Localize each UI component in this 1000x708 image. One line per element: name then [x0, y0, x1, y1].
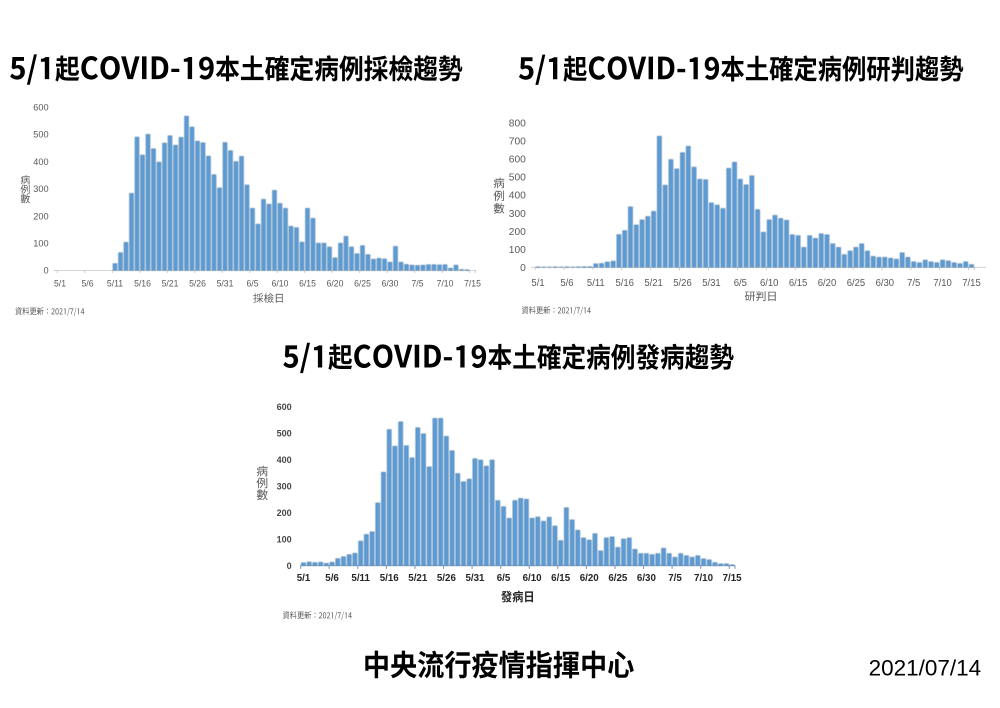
- svg-text:300: 300: [509, 209, 526, 220]
- svg-text:500: 500: [509, 173, 526, 184]
- svg-text:5/1: 5/1: [297, 573, 311, 584]
- svg-text:5/6: 5/6: [560, 278, 574, 289]
- svg-text:5/16: 5/16: [615, 278, 634, 289]
- svg-text:400: 400: [33, 157, 48, 167]
- svg-text:6/25: 6/25: [847, 278, 866, 289]
- svg-text:5/11: 5/11: [351, 573, 370, 584]
- svg-text:5/16: 5/16: [380, 573, 399, 584]
- svg-text:2021/07/14: 2021/07/14: [869, 656, 982, 681]
- svg-text:6/10: 6/10: [760, 278, 779, 289]
- svg-text:300: 300: [33, 184, 48, 194]
- svg-text:5/1: 5/1: [531, 278, 544, 289]
- svg-text:0: 0: [520, 263, 526, 274]
- svg-text:6/30: 6/30: [382, 278, 399, 288]
- svg-text:6/20: 6/20: [818, 278, 837, 289]
- svg-text:6/5: 6/5: [734, 278, 748, 289]
- svg-text:5/6: 5/6: [81, 278, 93, 288]
- svg-text:0: 0: [43, 266, 48, 276]
- svg-text:5/11: 5/11: [107, 278, 123, 288]
- svg-text:500: 500: [277, 428, 292, 438]
- svg-text:6/30: 6/30: [876, 278, 895, 289]
- svg-text:7/5: 7/5: [668, 573, 682, 584]
- svg-text:6/15: 6/15: [299, 278, 316, 288]
- svg-text:5/1: 5/1: [54, 278, 66, 288]
- svg-text:300: 300: [277, 481, 292, 491]
- svg-text:5/21: 5/21: [644, 278, 662, 289]
- svg-text:5/11: 5/11: [587, 278, 605, 289]
- svg-text:6/25: 6/25: [354, 278, 371, 288]
- svg-text:7/5: 7/5: [907, 278, 921, 289]
- svg-text:6/10: 6/10: [523, 573, 542, 584]
- svg-text:5/21: 5/21: [162, 278, 179, 288]
- svg-text:5/26: 5/26: [437, 573, 456, 584]
- svg-text:7/10: 7/10: [694, 573, 713, 584]
- svg-text:200: 200: [33, 211, 48, 221]
- svg-text:100: 100: [33, 239, 48, 249]
- svg-text:400: 400: [509, 191, 526, 202]
- svg-text:7/15: 7/15: [723, 573, 742, 584]
- svg-text:6/20: 6/20: [580, 573, 599, 584]
- svg-text:200: 200: [509, 227, 526, 238]
- svg-text:0: 0: [287, 561, 292, 571]
- svg-text:200: 200: [277, 508, 292, 518]
- svg-text:600: 600: [277, 402, 292, 412]
- svg-text:7/15: 7/15: [464, 278, 481, 288]
- svg-text:7/5: 7/5: [411, 278, 423, 288]
- svg-text:5/31: 5/31: [702, 278, 720, 289]
- svg-text:700: 700: [509, 136, 526, 147]
- svg-text:5/6: 5/6: [325, 573, 339, 584]
- svg-text:5/31: 5/31: [217, 278, 234, 288]
- svg-text:5/26: 5/26: [189, 278, 206, 288]
- svg-text:400: 400: [277, 455, 292, 465]
- svg-text:7/15: 7/15: [962, 278, 981, 289]
- svg-text:500: 500: [33, 130, 48, 140]
- svg-text:800: 800: [509, 118, 526, 129]
- svg-text:6/5: 6/5: [497, 573, 511, 584]
- svg-text:7/10: 7/10: [437, 278, 454, 288]
- svg-text:6/20: 6/20: [327, 278, 344, 288]
- svg-text:600: 600: [509, 155, 526, 166]
- svg-text:6/15: 6/15: [789, 278, 808, 289]
- svg-text:100: 100: [277, 534, 292, 544]
- svg-text:5/21: 5/21: [408, 573, 427, 584]
- svg-text:6/5: 6/5: [246, 278, 258, 288]
- svg-text:5/31: 5/31: [465, 573, 484, 584]
- svg-text:5/16: 5/16: [134, 278, 151, 288]
- svg-text:6/25: 6/25: [608, 573, 627, 584]
- svg-text:6/15: 6/15: [551, 573, 570, 584]
- svg-text:6/30: 6/30: [637, 573, 656, 584]
- svg-text:5/26: 5/26: [673, 278, 692, 289]
- svg-text:7/10: 7/10: [933, 278, 952, 289]
- svg-text:6/10: 6/10: [272, 278, 289, 288]
- svg-text:600: 600: [33, 103, 48, 113]
- svg-text:100: 100: [509, 245, 526, 256]
